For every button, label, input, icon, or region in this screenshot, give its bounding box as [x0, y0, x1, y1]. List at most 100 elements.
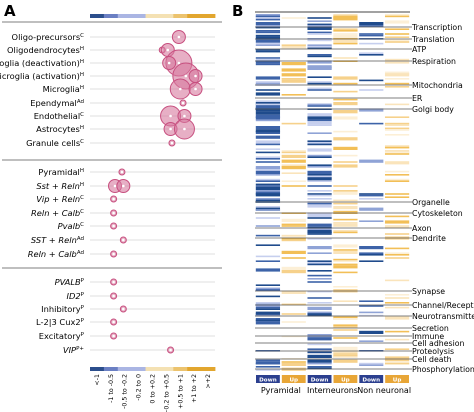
heatmap-cell	[281, 236, 306, 238]
category-label: Proteolysis	[412, 347, 454, 356]
heatmap-cell	[384, 226, 410, 229]
heatmap-cell	[255, 142, 281, 144]
heatmap-cell	[359, 194, 384, 197]
heatmap-cell	[307, 343, 332, 346]
heatmap-cell	[307, 204, 332, 208]
heatmap-cell	[307, 116, 332, 120]
heatmap-cell	[255, 295, 281, 298]
heatmap-cell	[384, 170, 410, 173]
heatmap-cell	[333, 263, 358, 266]
heatmap-cell	[359, 254, 384, 256]
heatmap-cell	[333, 258, 358, 261]
heatmap-cell	[307, 194, 332, 197]
heatmap-cell	[333, 39, 358, 43]
heatmap-cell	[281, 313, 306, 315]
category-label: Immune	[412, 332, 444, 341]
heatmap-cell	[333, 249, 358, 251]
heatmap-cell	[281, 362, 306, 366]
heatmap-cell	[255, 186, 281, 190]
heatmap-cell	[255, 161, 281, 163]
heatmap-cell	[307, 367, 332, 370]
x-tick-label: +0.2 to +0.5	[163, 374, 170, 412]
x-tick-label: -1 to -0.5	[108, 374, 115, 403]
heatmap-cell	[307, 190, 332, 192]
heatmap-cell	[384, 161, 410, 165]
heatmap-cell	[307, 82, 332, 85]
heatmap-cell	[307, 270, 332, 272]
heatmap-cell	[333, 210, 358, 213]
bubble-center	[112, 294, 115, 298]
category-label: ATP	[412, 45, 426, 54]
heatmap-cell	[255, 44, 281, 46]
heatmap-cell	[384, 124, 410, 126]
heatmap-cell	[255, 30, 281, 32]
bubble-center	[178, 87, 182, 91]
heatmap-cell	[255, 130, 281, 133]
scale-bar-segment	[90, 367, 105, 371]
heatmap-cell	[333, 82, 358, 85]
heatmap-cell	[359, 42, 384, 45]
heatmap-cell	[333, 244, 358, 248]
bubble-center	[183, 114, 186, 118]
heatmap-cell	[359, 220, 384, 222]
heatmap-cell	[255, 366, 281, 368]
row-label: ID2P	[67, 291, 85, 301]
bubble-center	[177, 61, 181, 65]
heatmap-cell	[307, 150, 332, 152]
heatmap-cell	[359, 52, 384, 54]
heatmap-cell	[307, 47, 332, 50]
heatmap-cell	[255, 89, 281, 91]
heatmap-cell	[333, 130, 358, 133]
heatmap-cell	[281, 266, 306, 270]
heatmap-cell	[307, 246, 332, 250]
heatmap-cell	[307, 113, 332, 117]
heatmap-cell	[307, 348, 332, 350]
scale-bar-segment	[145, 14, 160, 18]
heatmap-cell	[307, 217, 332, 219]
heatmap-cell	[384, 28, 410, 30]
heatmap-cell	[255, 39, 281, 43]
category-label: Neurotransmitter	[412, 312, 474, 321]
heatmap-cell	[359, 300, 384, 302]
heatmap-cell	[307, 54, 332, 56]
row-label: MicrogliaH	[43, 84, 84, 94]
heatmap-cell	[307, 252, 332, 254]
heatmap-cell	[307, 66, 332, 70]
heatmap-cell	[255, 148, 281, 150]
heatmap-cell	[255, 78, 281, 80]
heatmap-cell	[333, 206, 358, 210]
bubble-center	[120, 170, 124, 174]
heatmap-cell	[255, 306, 281, 309]
heatmap-cell	[255, 319, 281, 322]
heatmap-cell	[281, 218, 306, 222]
x-tick-label: >+2	[205, 374, 212, 389]
bubble-center	[112, 252, 115, 256]
heatmap-cell	[384, 129, 410, 131]
scale-bar-segment	[187, 367, 202, 371]
heatmap-cell	[255, 135, 281, 139]
heatmap-cell	[307, 39, 332, 42]
heatmap-cell	[333, 137, 358, 141]
heatmap-cell	[384, 233, 410, 235]
heatmap-cell	[255, 58, 281, 61]
heatmap-cell	[333, 102, 358, 106]
heatmap-cell	[384, 41, 410, 43]
heatmap-cell	[281, 122, 306, 125]
heatmap-cell	[384, 252, 410, 254]
bubble-chart: Oligo-precursorsC OligodendrocytesH Microg…	[0, 14, 222, 412]
heatmap-cell	[255, 103, 281, 106]
heatmap-cell	[359, 79, 384, 82]
heatmap-cell	[307, 297, 332, 299]
bubble-center	[122, 238, 125, 242]
heatmap-cell	[384, 145, 410, 149]
heatmap-cell	[384, 78, 410, 80]
scale-bar-segment	[103, 367, 119, 371]
heatmap-cell	[333, 199, 358, 202]
heatmap-cell	[307, 238, 332, 240]
heatmap-cell	[307, 185, 332, 187]
heatmap-cell	[281, 172, 306, 174]
heatmap-cell	[384, 362, 410, 365]
heatmap-cell	[255, 151, 281, 154]
heatmap-cell	[384, 306, 410, 309]
heatmap-cell	[333, 17, 358, 21]
